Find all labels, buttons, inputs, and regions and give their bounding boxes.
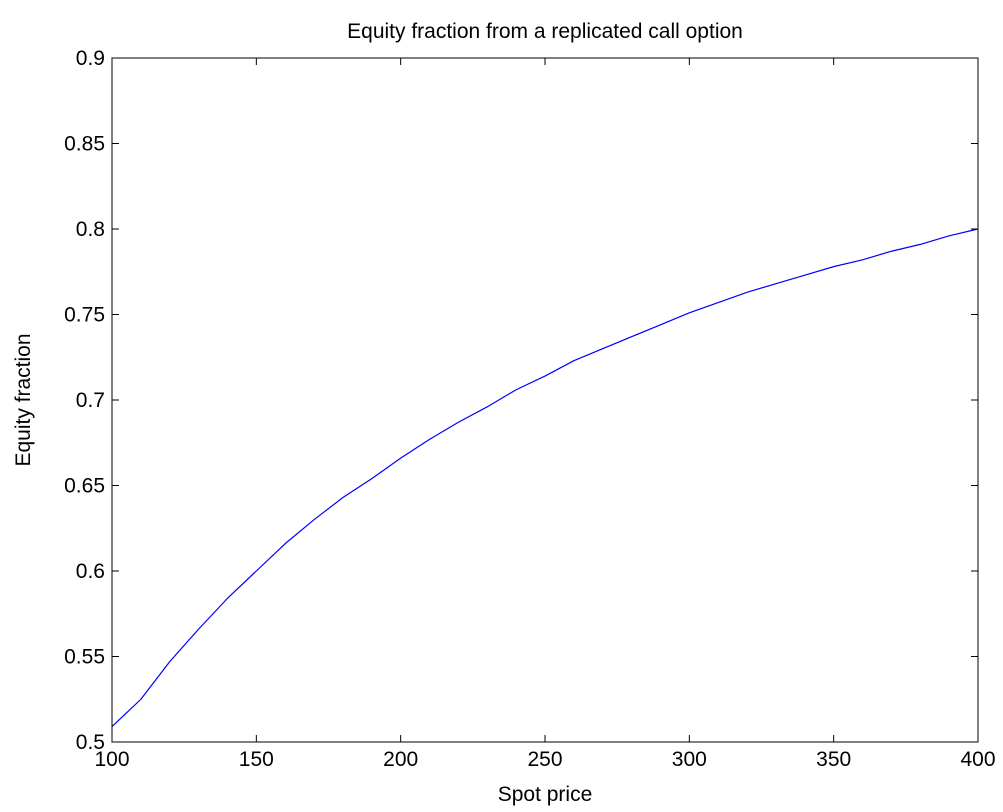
- y-tick-label: 0.65: [64, 475, 105, 498]
- x-tick-label: 300: [672, 748, 707, 771]
- y-tick-label: 0.75: [64, 304, 105, 327]
- y-tick-label: 0.9: [76, 47, 105, 70]
- x-tick-label: 200: [383, 748, 418, 771]
- y-tick-label: 0.8: [76, 218, 105, 241]
- x-tick-label: 250: [527, 748, 562, 771]
- plot-frame: [111, 57, 979, 743]
- y-axis-label: Equity fraction: [12, 333, 35, 466]
- x-tick-label: 350: [816, 748, 851, 771]
- chart-title: Equity fraction from a replicated call o…: [347, 20, 743, 43]
- x-tick-label: 400: [960, 748, 995, 771]
- x-tick-label: 100: [94, 748, 129, 771]
- y-tick-label: 0.6: [76, 560, 105, 583]
- series-layer: [111, 228, 979, 728]
- x-axis-label: Spot price: [498, 783, 593, 806]
- plot-area: [112, 58, 978, 742]
- x-tick-label: 150: [239, 748, 274, 771]
- y-tick-label: 0.55: [64, 646, 105, 669]
- y-tick-label: 0.7: [76, 389, 105, 412]
- tick-layer: 100 150 200 250 300 350 400 0.5 0.55 0.6 0.65 0.7 0.…: [64, 47, 995, 771]
- y-tick-label: 0.85: [64, 133, 105, 156]
- y-tick-label: 0.5: [76, 731, 105, 754]
- series-line: [111, 228, 979, 728]
